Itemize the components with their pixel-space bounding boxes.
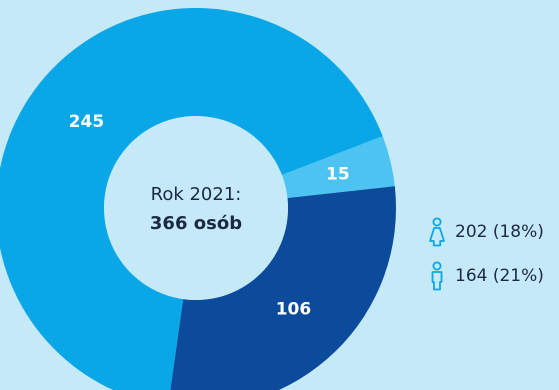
slice-label-106: 106	[276, 299, 312, 319]
legend-label-male: 164 (21%)	[455, 266, 544, 286]
center-label-line2: 366 osób	[150, 213, 242, 234]
slice-label-15: 15	[326, 165, 350, 185]
center-label-line1: Rok 2021:	[151, 184, 242, 205]
legend-item-male: 164 (21%)	[428, 254, 559, 298]
slice-label-245: 245	[69, 112, 105, 132]
slice-245	[0, 8, 383, 390]
male-icon	[431, 261, 443, 291]
donut-slices	[0, 8, 396, 390]
slice-15	[281, 136, 395, 198]
donut-hole	[104, 116, 288, 300]
legend-item-female: 202 (18%)	[428, 210, 559, 254]
slice-labels: 245 15 106	[69, 112, 350, 320]
slice-106	[170, 186, 396, 390]
legend: 202 (18%) 164 (21%)	[428, 210, 559, 298]
legend-label-female: 202 (18%)	[455, 222, 544, 242]
female-icon	[429, 217, 445, 247]
